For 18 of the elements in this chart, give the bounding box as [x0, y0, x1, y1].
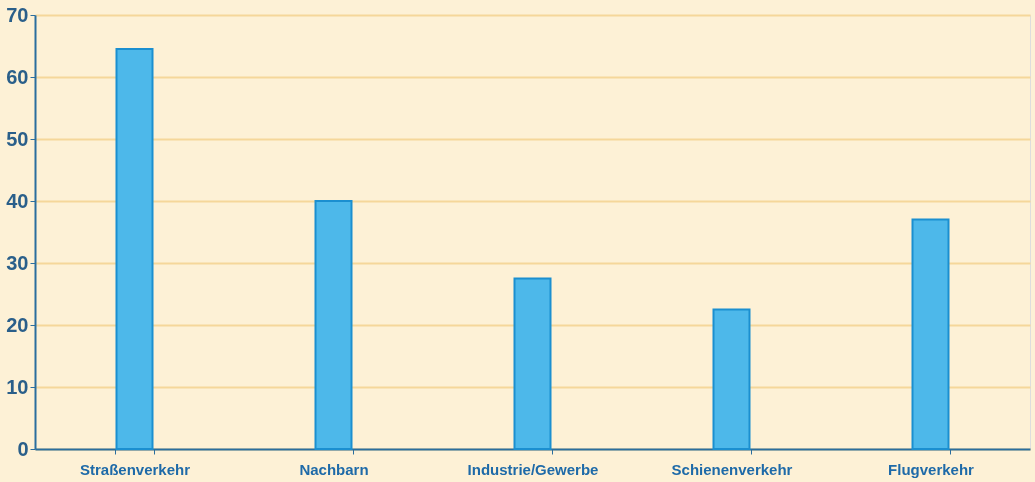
- bar: [314, 200, 353, 450]
- y-tick-label: 20: [6, 313, 29, 336]
- bar: [911, 218, 950, 450]
- y-tick-label: 30: [6, 251, 29, 274]
- y-tick-label: 70: [6, 3, 29, 26]
- y-tick-label: 50: [6, 127, 29, 150]
- bar: [115, 48, 154, 450]
- x-tick-label: Straßenverkehr: [79, 460, 191, 478]
- x-tick-label: Flugverkehr: [888, 460, 975, 478]
- bar: [513, 277, 552, 450]
- x-tick-label: Nachbarn: [299, 460, 369, 478]
- bar: [712, 308, 751, 450]
- y-tick-label: 0: [17, 437, 29, 460]
- x-tick-label: Industrie/Gewerbe: [467, 460, 599, 478]
- y-tick-label: 10: [6, 375, 29, 398]
- y-tick-label: 60: [6, 65, 29, 88]
- y-tick-label: 40: [6, 189, 29, 212]
- x-tick-label: Schienenverkehr: [671, 460, 793, 478]
